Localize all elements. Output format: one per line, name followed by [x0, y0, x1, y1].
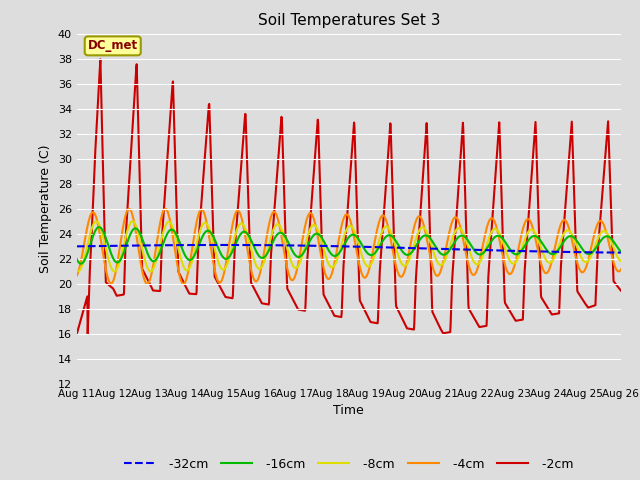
X-axis label: Time: Time — [333, 405, 364, 418]
Title: Soil Temperatures Set 3: Soil Temperatures Set 3 — [257, 13, 440, 28]
Legend:  -32cm,  -16cm,  -8cm,  -4cm,  -2cm: -32cm, -16cm, -8cm, -4cm, -2cm — [119, 453, 579, 476]
Text: DC_met: DC_met — [88, 39, 138, 52]
Y-axis label: Soil Temperature (C): Soil Temperature (C) — [39, 144, 52, 273]
